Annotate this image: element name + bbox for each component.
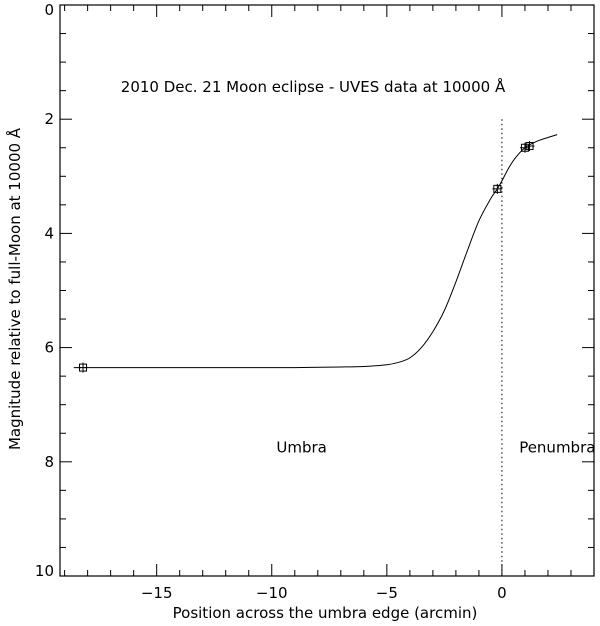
y-tick-label: 4	[44, 224, 54, 242]
x-tick-label: 0	[497, 584, 507, 602]
plot-frame	[59, 4, 595, 577]
y-tick-label: 10	[35, 562, 54, 580]
fit-curve	[73, 134, 558, 369]
x-axis-label: Position across the umbra edge (arcmin)	[173, 604, 478, 622]
y-axis-label: Magnitude relative to full-Moon at 10000…	[5, 127, 24, 450]
annotation-umbra: Umbra	[276, 439, 326, 457]
data-point	[78, 362, 89, 373]
tick-labels: −15 −10 −5 0 0 2 4 6 8 10	[35, 1, 507, 602]
y-tick-label: 6	[44, 339, 54, 357]
x-tick-label: −5	[376, 584, 398, 602]
data-point	[519, 142, 530, 153]
y-tick-label: 2	[44, 110, 54, 128]
chart-title: 2010 Dec. 21 Moon eclipse - UVES data at…	[121, 77, 506, 96]
y-tick-label: 8	[44, 453, 54, 471]
series-layer	[73, 119, 558, 576]
x-tick-label: −10	[256, 584, 288, 602]
data-point	[492, 183, 503, 194]
annotation-penumbra: Penumbra	[519, 439, 595, 457]
y-tick-label: 0	[44, 1, 54, 19]
x-tick-label: −15	[141, 584, 173, 602]
data-point	[524, 141, 535, 152]
